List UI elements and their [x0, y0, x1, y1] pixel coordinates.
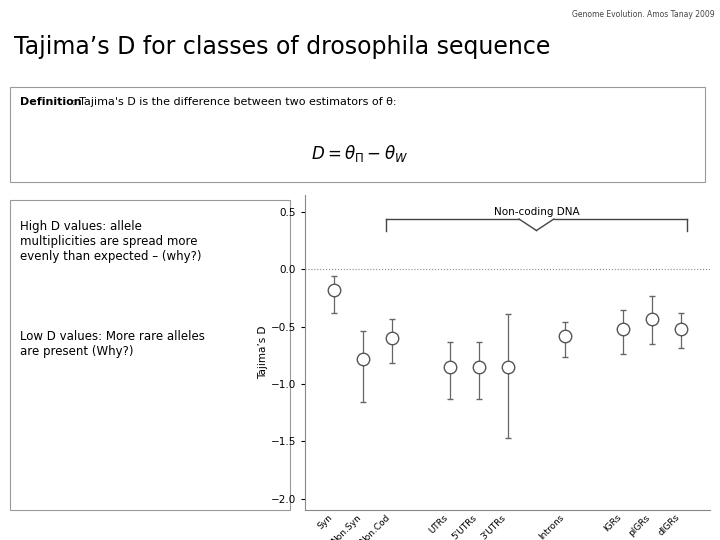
- Text: Low D values: More rare alleles
are present (Why?): Low D values: More rare alleles are pres…: [20, 330, 205, 358]
- Y-axis label: Tajima’s D: Tajima’s D: [258, 326, 268, 379]
- Text: Tajima’s D for classes of drosophila sequence: Tajima’s D for classes of drosophila seq…: [14, 35, 550, 59]
- Text: Genome Evolution. Amos Tanay 2009: Genome Evolution. Amos Tanay 2009: [572, 10, 715, 19]
- FancyBboxPatch shape: [10, 200, 290, 510]
- FancyBboxPatch shape: [10, 87, 705, 182]
- Text: $D = \theta_{\Pi} - \theta_{W}$: $D = \theta_{\Pi} - \theta_{W}$: [312, 144, 408, 165]
- Text: High D values: allele
multiplicities are spread more
evenly than expected – (why: High D values: allele multiplicities are…: [20, 220, 202, 263]
- Text: : Tajima's D is the difference between two estimators of θ:: : Tajima's D is the difference between t…: [72, 97, 397, 107]
- Text: Non-coding DNA: Non-coding DNA: [494, 207, 580, 217]
- Text: Definition: Definition: [20, 97, 81, 107]
